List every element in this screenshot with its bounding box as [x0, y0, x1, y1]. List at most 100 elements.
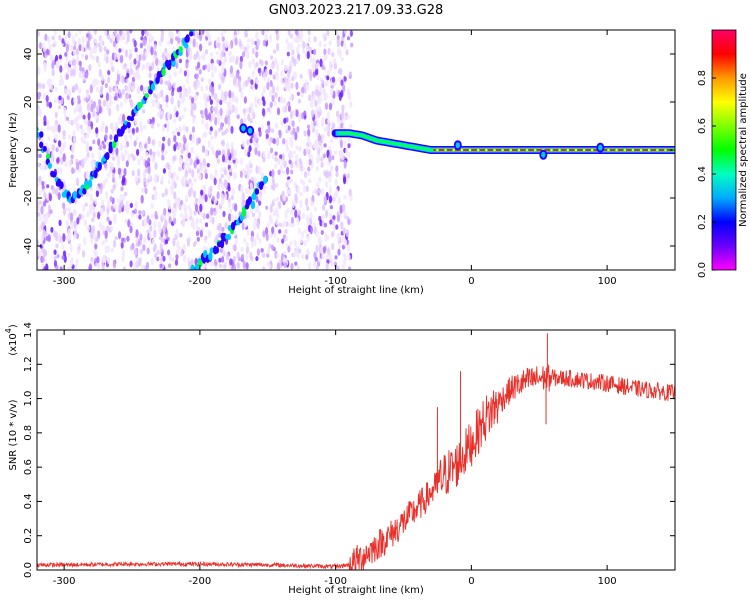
spectral-sample — [233, 149, 237, 157]
spectral-sample — [89, 50, 93, 59]
spectral-sample — [308, 178, 312, 184]
spectral-sample — [123, 144, 128, 149]
spectral-sample — [167, 179, 171, 185]
spectral-sample — [146, 247, 150, 255]
spectral-sample — [94, 198, 98, 205]
spectral-sample — [345, 49, 349, 56]
spectral-sample — [160, 236, 165, 243]
spectral-sample — [251, 212, 256, 218]
spectral-sample — [119, 101, 124, 108]
spectral-sample — [234, 105, 238, 115]
spectral-sample — [178, 116, 182, 122]
spectral-sample — [334, 255, 338, 260]
spectral-sample — [292, 109, 296, 116]
spectral-sample — [201, 196, 205, 205]
spectral-sample — [225, 142, 229, 150]
spectral-sample — [119, 35, 123, 42]
spectral-sample — [332, 197, 336, 203]
spectral-sample — [196, 159, 200, 165]
spectral-sample — [124, 134, 128, 142]
spectral-sample — [342, 84, 346, 93]
ridge-sample — [250, 200, 256, 210]
spectral-sample — [103, 46, 107, 52]
ridge-sample — [59, 181, 64, 190]
spectral-sample — [156, 150, 160, 157]
spectral-sample — [84, 72, 89, 79]
spectral-sample — [306, 124, 311, 129]
spectral-sample — [315, 244, 319, 253]
spectral-sample — [109, 196, 113, 202]
spectral-sample — [217, 127, 221, 133]
spectral-sample — [194, 94, 198, 101]
spectral-sample — [50, 158, 54, 164]
spectral-sample — [207, 229, 211, 238]
spectral-sample — [287, 42, 291, 51]
spectral-sample — [114, 236, 118, 241]
spectral-sample — [180, 148, 184, 154]
spectral-sample — [108, 220, 112, 226]
tone-peak — [468, 148, 472, 152]
spectral-sample — [98, 68, 102, 78]
spectral-sample — [202, 212, 206, 220]
spectral-sample — [243, 223, 247, 228]
spectral-sample — [347, 137, 351, 143]
spectral-sample — [172, 82, 176, 88]
spectral-sample — [236, 114, 240, 119]
spectral-sample — [104, 238, 108, 243]
spectral-sample — [162, 168, 166, 174]
spectral-sample — [345, 229, 349, 238]
spectral-sample — [214, 116, 218, 126]
spectral-sample — [222, 265, 226, 270]
ridge-sample — [105, 152, 110, 160]
spectral-sample — [105, 139, 109, 146]
spectral-sample — [270, 128, 275, 133]
spectral-sample — [64, 88, 68, 96]
spectral-sample — [232, 263, 236, 270]
spectral-sample — [87, 112, 91, 121]
spectral-sample — [284, 81, 288, 90]
spectral-sample — [196, 80, 201, 89]
spectral-sample — [42, 214, 46, 222]
tone-peak — [566, 148, 570, 152]
spectral-sample — [167, 112, 171, 120]
spectral-sample — [203, 95, 207, 101]
spectral-sample — [74, 117, 78, 126]
spectral-sample — [193, 190, 197, 199]
spectral-sample — [276, 43, 280, 52]
spectral-sample — [170, 31, 174, 39]
spectral-sample — [54, 133, 58, 141]
spectral-sample — [92, 212, 96, 218]
spectral-sample — [347, 143, 351, 149]
spectral-sample — [242, 108, 246, 114]
spectral-sample — [274, 266, 278, 270]
tone-peak — [452, 148, 456, 152]
spectral-sample — [313, 206, 317, 212]
spectral-sample — [262, 99, 266, 107]
spectral-sample — [280, 70, 284, 77]
spectral-sample — [84, 202, 88, 207]
spectral-sample — [349, 101, 353, 108]
spectral-sample — [224, 193, 228, 201]
spectral-sample — [168, 52, 172, 58]
spectral-sample — [215, 51, 219, 56]
spectral-sample — [249, 163, 253, 169]
spectral-sample — [202, 158, 206, 166]
spectral-sample — [98, 99, 102, 107]
spectral-sample — [99, 45, 103, 53]
spectral-sample — [285, 128, 289, 134]
spectral-sample — [40, 205, 44, 215]
spectral-sample — [151, 116, 155, 123]
spectral-sample — [73, 107, 77, 114]
spectral-sample — [207, 33, 212, 42]
spectral-sample — [129, 260, 133, 268]
spectral-sample — [331, 76, 336, 83]
spectral-sample — [96, 104, 100, 113]
y-tick-label: 0.0 — [23, 562, 34, 578]
spectral-sample — [245, 32, 249, 38]
spectral-sample — [286, 189, 290, 195]
spectral-sample — [324, 233, 328, 242]
spectral-sample — [320, 230, 324, 235]
ridge-blob-core — [598, 144, 603, 151]
spectral-sample — [223, 130, 227, 135]
spectrogram-ridges — [37, 30, 675, 270]
